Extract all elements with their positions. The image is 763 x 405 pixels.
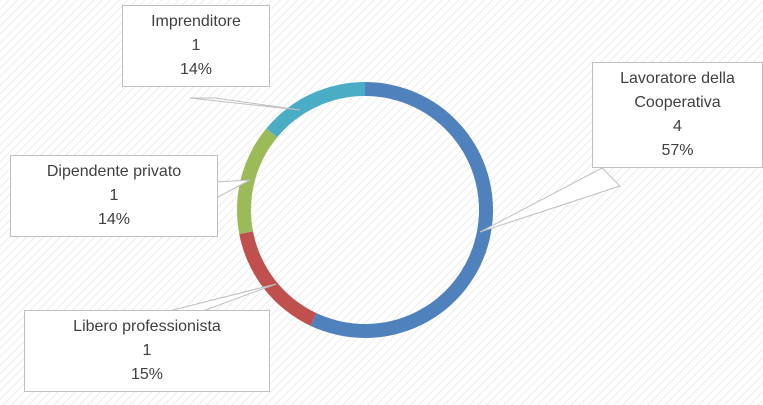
label-category: Libero professionista: [73, 318, 221, 335]
label-count: 1: [109, 187, 119, 204]
label-percent: 14%: [179, 61, 213, 78]
label-category: Lavoratore della Cooperativa: [620, 70, 735, 111]
label-count: 4: [673, 118, 682, 135]
label-category: Dipendente privato: [46, 163, 182, 180]
callout-pointer: [189, 97, 301, 111]
donut-slice: [236, 128, 278, 234]
donut-slice: [266, 82, 365, 138]
callout-pointer: [479, 167, 621, 233]
label-count: 1: [191, 37, 201, 54]
data-label: Lavoratore della Cooperativa 4 57%: [592, 62, 763, 168]
label-percent: 15%: [130, 366, 164, 383]
donut-slice: [239, 231, 317, 326]
data-label: Imprenditore 1 14%: [122, 5, 270, 87]
label-category: Imprenditore: [151, 13, 241, 30]
label-percent: 14%: [97, 211, 131, 228]
data-label: Dipendente privato 1 14%: [10, 155, 218, 237]
label-percent: 57%: [661, 142, 694, 159]
data-label: Libero professionista 1 15%: [24, 310, 270, 392]
label-count: 1: [142, 342, 152, 359]
